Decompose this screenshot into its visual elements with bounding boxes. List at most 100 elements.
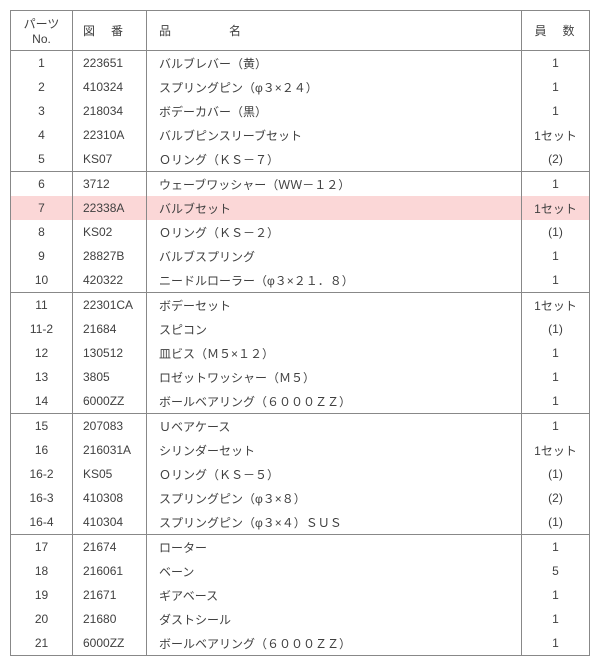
cell-name: スピコン — [147, 317, 522, 341]
cell-qty: (1) — [522, 317, 590, 341]
table-row: 1921671ギアベース1 — [11, 583, 590, 607]
cell-no: 6 — [11, 172, 73, 197]
cell-qty: 1セット — [522, 293, 590, 318]
cell-fig: 410308 — [73, 486, 147, 510]
cell-name: ボールベアリング（６０００ＺＺ） — [147, 389, 522, 414]
cell-fig: 216061 — [73, 559, 147, 583]
cell-no: 4 — [11, 123, 73, 147]
cell-no: 19 — [11, 583, 73, 607]
table-row: 8KS02Ｏリング（ＫＳ－２）(1) — [11, 220, 590, 244]
cell-name: Ｏリング（ＫＳ－７） — [147, 147, 522, 172]
cell-name: ボデーセット — [147, 293, 522, 318]
cell-fig: 420322 — [73, 268, 147, 293]
cell-qty: 1 — [522, 365, 590, 389]
cell-qty: 1 — [522, 172, 590, 197]
table-row: 16-4410304スプリングピン（φ３×４）ＳＵＳ(1) — [11, 510, 590, 535]
cell-name: シリンダーセット — [147, 438, 522, 462]
cell-name: スプリングピン（φ３×４）ＳＵＳ — [147, 510, 522, 535]
cell-no: 17 — [11, 535, 73, 560]
table-row: 16-2KS05Ｏリング（ＫＳ－５）(1) — [11, 462, 590, 486]
cell-name: ニードルローラー（φ３×２１．８） — [147, 268, 522, 293]
header-fig: 図 番 — [73, 11, 147, 51]
cell-no: 5 — [11, 147, 73, 172]
table-row: 16216031Aシリンダーセット1セット — [11, 438, 590, 462]
table-row: 2410324スプリングピン（φ３×２４）1 — [11, 75, 590, 99]
table-row: 722338Aバルブセット1セット — [11, 196, 590, 220]
table-row: 1721674ローター1 — [11, 535, 590, 560]
cell-name: スプリングピン（φ３×２４） — [147, 75, 522, 99]
cell-name: ボールベアリング（６０００ＺＺ） — [147, 631, 522, 656]
header-qty: 員 数 — [522, 11, 590, 51]
cell-name: ウェーブワッシャー（ＷＷ－１２） — [147, 172, 522, 197]
cell-fig: 21674 — [73, 535, 147, 560]
cell-fig: 6000ZZ — [73, 389, 147, 414]
cell-fig: 21680 — [73, 607, 147, 631]
cell-no: 1 — [11, 51, 73, 76]
cell-no: 16-4 — [11, 510, 73, 535]
cell-no: 18 — [11, 559, 73, 583]
cell-fig: 22310A — [73, 123, 147, 147]
cell-fig: 410304 — [73, 510, 147, 535]
table-row: 2021680ダストシール1 — [11, 607, 590, 631]
cell-no: 21 — [11, 631, 73, 656]
cell-fig: 22301CA — [73, 293, 147, 318]
table-row: 1223651バルブレバー（黄）1 — [11, 51, 590, 76]
cell-qty: 1 — [522, 341, 590, 365]
cell-fig: 6000ZZ — [73, 631, 147, 656]
cell-qty: (1) — [522, 462, 590, 486]
table-row: 15207083Ｕベアケース1 — [11, 414, 590, 439]
header-name: 品 名 — [147, 11, 522, 51]
table-row: 3218034ボデーカバー（黒）1 — [11, 99, 590, 123]
table-row: 216000ZZボールベアリング（６０００ＺＺ）1 — [11, 631, 590, 656]
cell-name: ベーン — [147, 559, 522, 583]
cell-fig: 216031A — [73, 438, 147, 462]
cell-qty: 1 — [522, 414, 590, 439]
cell-no: 15 — [11, 414, 73, 439]
cell-qty: 1 — [522, 389, 590, 414]
cell-qty: 1 — [522, 51, 590, 76]
cell-qty: 5 — [522, 559, 590, 583]
table-row: 16-3410308スプリングピン（φ３×８）(2) — [11, 486, 590, 510]
cell-qty: 1 — [522, 244, 590, 268]
cell-fig: 21684 — [73, 317, 147, 341]
cell-name: バルブセット — [147, 196, 522, 220]
cell-name: バルブピンスリーブセット — [147, 123, 522, 147]
cell-no: 3 — [11, 99, 73, 123]
cell-name: ボデーカバー（黒） — [147, 99, 522, 123]
header-no: パーツNo. — [11, 11, 73, 51]
cell-fig: KS07 — [73, 147, 147, 172]
cell-qty: (1) — [522, 220, 590, 244]
cell-no: 8 — [11, 220, 73, 244]
table-row: 18216061ベーン5 — [11, 559, 590, 583]
cell-no: 10 — [11, 268, 73, 293]
cell-name: バルブスプリング — [147, 244, 522, 268]
cell-fig: 207083 — [73, 414, 147, 439]
cell-qty: 1セット — [522, 196, 590, 220]
cell-qty: (2) — [522, 147, 590, 172]
cell-fig: 21671 — [73, 583, 147, 607]
table-row: 63712ウェーブワッシャー（ＷＷ－１２）1 — [11, 172, 590, 197]
cell-qty: 1セット — [522, 438, 590, 462]
cell-qty: 1 — [522, 583, 590, 607]
cell-qty: (1) — [522, 510, 590, 535]
cell-name: ダストシール — [147, 607, 522, 631]
cell-no: 11 — [11, 293, 73, 318]
table-row: 133805ロゼットワッシャー（Ｍ５）1 — [11, 365, 590, 389]
cell-qty: 1 — [522, 631, 590, 656]
cell-no: 7 — [11, 196, 73, 220]
cell-qty: 1 — [522, 268, 590, 293]
cell-name: ギアベース — [147, 583, 522, 607]
cell-qty: 1 — [522, 99, 590, 123]
cell-qty: 1セット — [522, 123, 590, 147]
table-body: 1223651バルブレバー（黄）12410324スプリングピン（φ３×２４）13… — [11, 51, 590, 656]
cell-fig: KS02 — [73, 220, 147, 244]
cell-fig: 218034 — [73, 99, 147, 123]
cell-fig: 22338A — [73, 196, 147, 220]
cell-qty: 1 — [522, 75, 590, 99]
cell-fig: KS05 — [73, 462, 147, 486]
cell-fig: 28827B — [73, 244, 147, 268]
table-row: 146000ZZボールベアリング（６０００ＺＺ）1 — [11, 389, 590, 414]
cell-no: 14 — [11, 389, 73, 414]
cell-fig: 130512 — [73, 341, 147, 365]
cell-name: Ｕベアケース — [147, 414, 522, 439]
